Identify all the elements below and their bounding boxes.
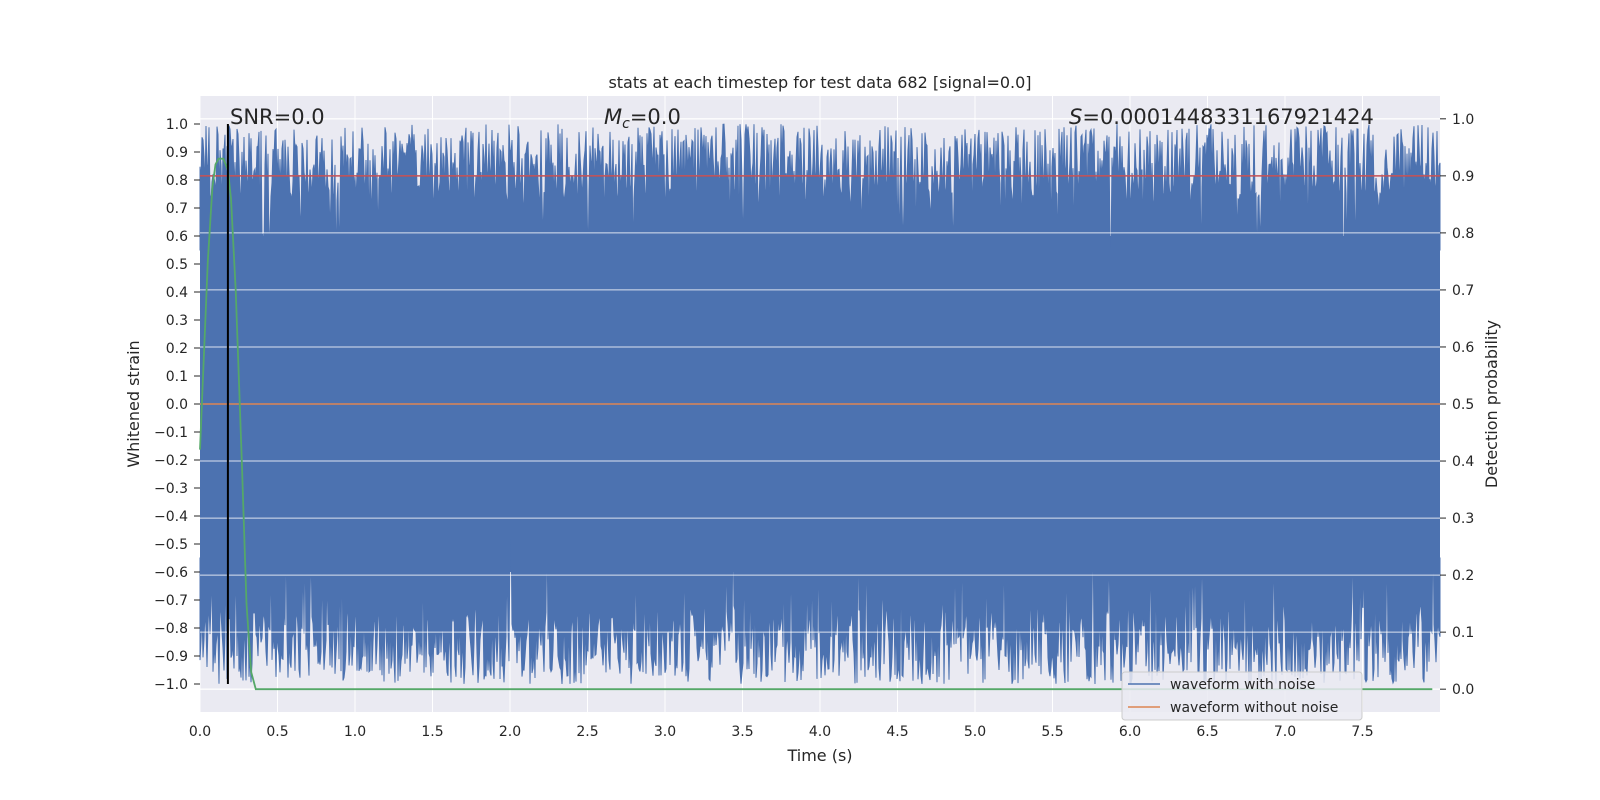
x-tick-label: 6.0 [1119, 724, 1141, 740]
y-tick-label: −0.5 [154, 537, 188, 553]
y-tick-label: 0.7 [166, 201, 188, 217]
y-tick-label: −0.7 [154, 593, 188, 609]
y2-tick-label: 0.7 [1452, 283, 1474, 299]
x-tick-label: 3.0 [654, 724, 676, 740]
y2-tick-label: 0.3 [1452, 511, 1474, 527]
y2-tick-label: 0.1 [1452, 625, 1474, 641]
y2-tick-label: 0.4 [1452, 454, 1474, 470]
y2-tick-label: 1.0 [1452, 112, 1474, 128]
x-axis-label: Time (s) [786, 746, 852, 765]
x-tick-label: 4.5 [886, 724, 908, 740]
legend-label-clean: waveform without noise [1170, 700, 1338, 716]
x-tick-label: 2.5 [576, 724, 598, 740]
y-tick-label: 0.4 [166, 285, 188, 301]
y-tick-label: −0.9 [154, 649, 188, 665]
x-tick-label: 0.0 [189, 724, 211, 740]
s-annotation: S=0.0001448331167921424 [1069, 105, 1374, 129]
y-tick-label: 1.0 [166, 117, 188, 133]
ticks: 0.0 0.5 1.0 1.5 2.0 2.5 3.0 3.5 4.0 4.5 5.0 5.5 6.0 6… [154, 112, 1474, 740]
legend-label-noise: waveform with noise [1170, 677, 1315, 693]
noise-lower-envelope [199, 516, 1441, 685]
noise-upper-envelope [199, 123, 1441, 278]
detection-probability-line [199, 157, 1433, 691]
y2-tick-label: 0.9 [1452, 169, 1474, 185]
y-tick-label: −1.0 [154, 677, 188, 693]
y2-tick-label: 0.5 [1452, 397, 1474, 413]
y-tick-label: 0.3 [166, 313, 188, 329]
y-tick-label: 0.6 [166, 229, 188, 245]
x-tick-label: 7.5 [1351, 724, 1373, 740]
x-tick-label: 2.0 [499, 724, 521, 740]
x-tick-label: 1.5 [421, 724, 443, 740]
y-tick-label: −0.3 [154, 481, 188, 497]
y-tick-label: 0.9 [166, 145, 188, 161]
x-tick-label: 4.0 [809, 724, 831, 740]
y-tick-label: 0.8 [166, 173, 188, 189]
legend: waveform with noise waveform without noi… [1121, 671, 1363, 721]
x-tick-label: 1.0 [344, 724, 366, 740]
y-axis-label: Whitened strain [124, 340, 143, 467]
y-tick-label: −0.8 [154, 621, 188, 637]
snr-annotation: SNR=0.0 [230, 105, 325, 129]
x-tick-label: 7.0 [1274, 724, 1296, 740]
x-tick-label: 5.0 [964, 724, 986, 740]
chart-title: stats at each timestep for test data 682… [608, 73, 1031, 92]
y2-tick-label: 0.6 [1452, 340, 1474, 356]
y-tick-label: −0.4 [154, 509, 188, 525]
y2-tick-label: 0.0 [1452, 682, 1474, 698]
x-tick-label: 3.5 [731, 724, 753, 740]
y2-tick-label: 0.8 [1452, 226, 1474, 242]
y-tick-label: −0.2 [154, 453, 188, 469]
y-tick-label: 0.5 [166, 257, 188, 273]
x-tick-label: 5.5 [1041, 724, 1063, 740]
y-tick-label: 0.0 [166, 397, 188, 413]
legend-box [1121, 671, 1363, 721]
y-tick-label: −0.1 [154, 425, 188, 441]
y-tick-label: 0.2 [166, 341, 188, 357]
mc-annotation: Mc=0.0 [604, 105, 681, 132]
lines [199, 124, 1440, 691]
y2-axis-label: Detection probability [1482, 320, 1501, 488]
y2-tick-label: 0.2 [1452, 568, 1474, 584]
y-tick-label: 0.1 [166, 369, 188, 385]
x-tick-label: 0.5 [266, 724, 288, 740]
y-tick-label: −0.6 [154, 565, 188, 581]
x-tick-label: 6.5 [1196, 724, 1218, 740]
